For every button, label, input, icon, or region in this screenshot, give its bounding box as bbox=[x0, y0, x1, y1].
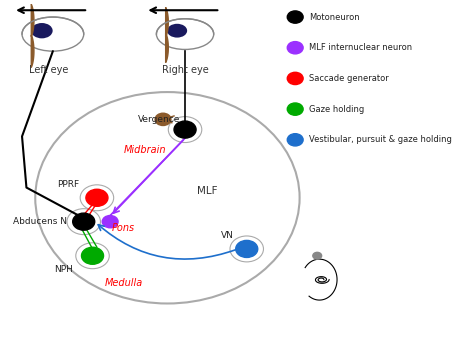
Polygon shape bbox=[31, 35, 34, 68]
Circle shape bbox=[287, 11, 303, 23]
Text: Abducens N: Abducens N bbox=[13, 217, 67, 226]
Circle shape bbox=[236, 240, 258, 257]
Circle shape bbox=[287, 72, 303, 85]
Circle shape bbox=[86, 189, 108, 206]
Text: Midbrain: Midbrain bbox=[124, 145, 167, 155]
Circle shape bbox=[287, 42, 303, 54]
Text: Medulla: Medulla bbox=[104, 278, 143, 288]
Text: NPH: NPH bbox=[55, 265, 73, 274]
Ellipse shape bbox=[156, 19, 214, 49]
Circle shape bbox=[73, 213, 95, 230]
Circle shape bbox=[287, 134, 303, 146]
Ellipse shape bbox=[22, 17, 84, 51]
Text: Right eye: Right eye bbox=[162, 65, 209, 75]
Text: Vestibular, pursuit & gaze holding: Vestibular, pursuit & gaze holding bbox=[310, 135, 452, 144]
Text: MLF: MLF bbox=[197, 186, 218, 196]
Text: Pons: Pons bbox=[112, 223, 135, 234]
Ellipse shape bbox=[167, 24, 187, 38]
Polygon shape bbox=[31, 4, 34, 37]
Circle shape bbox=[174, 121, 196, 138]
Polygon shape bbox=[166, 8, 168, 37]
Text: Vergence: Vergence bbox=[137, 115, 180, 124]
Text: MLF internuclear neuron: MLF internuclear neuron bbox=[310, 43, 412, 52]
Text: Left eye: Left eye bbox=[29, 65, 68, 75]
Text: VN: VN bbox=[220, 231, 233, 240]
Circle shape bbox=[82, 247, 103, 264]
Text: Saccade generator: Saccade generator bbox=[310, 74, 389, 83]
Circle shape bbox=[287, 103, 303, 115]
Ellipse shape bbox=[31, 23, 53, 39]
Text: Motoneuron: Motoneuron bbox=[310, 13, 360, 21]
Text: PPRF: PPRF bbox=[57, 180, 79, 189]
Polygon shape bbox=[166, 33, 168, 62]
Circle shape bbox=[155, 113, 171, 125]
Circle shape bbox=[102, 216, 118, 228]
Circle shape bbox=[313, 252, 322, 259]
Text: Gaze holding: Gaze holding bbox=[310, 105, 365, 114]
